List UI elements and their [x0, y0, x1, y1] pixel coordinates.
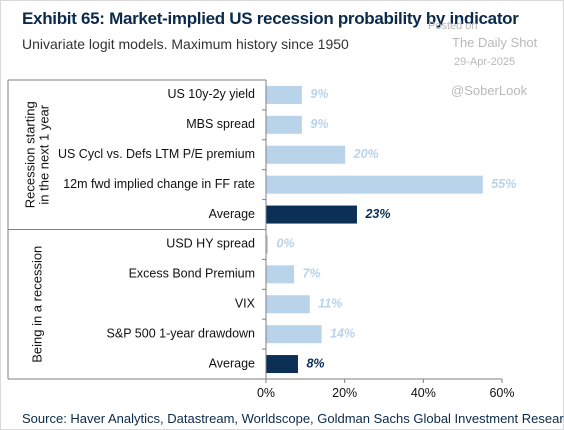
- average-bar: [266, 355, 298, 374]
- watermark-posted-on: Posted on: [428, 20, 478, 32]
- value-label: 14%: [330, 326, 355, 340]
- watermark-publisher: The Daily Shot: [452, 35, 538, 50]
- value-label: 7%: [303, 267, 321, 281]
- category-label: VIX: [235, 297, 256, 311]
- category-label: Average: [209, 356, 255, 370]
- bar: [266, 325, 322, 344]
- bar: [266, 295, 310, 314]
- value-tick-label: 20%: [332, 386, 357, 400]
- value-label: 9%: [310, 117, 328, 131]
- bar: [266, 235, 268, 254]
- value-tick-label: 60%: [489, 386, 514, 400]
- category-label: US Cycl vs. Defs LTM P/E premium: [58, 147, 255, 161]
- category-label: US 10y-2y yield: [167, 87, 255, 101]
- watermark-handle: @SoberLook: [451, 83, 528, 98]
- group-label: Being in a recession: [29, 246, 44, 363]
- bar: [266, 175, 483, 194]
- bar: [266, 85, 302, 104]
- category-label: USD HY spread: [166, 237, 255, 251]
- chart-title: Exhibit 65: Market-implied US recession …: [22, 9, 519, 28]
- value-label: 20%: [353, 147, 379, 161]
- value-label: 8%: [306, 356, 324, 370]
- value-label: 55%: [491, 177, 516, 191]
- bar: [266, 265, 295, 284]
- group-label: Recession starting: [22, 101, 37, 208]
- bar: [266, 145, 346, 164]
- watermark-date: 29-Apr-2025: [454, 56, 516, 68]
- chart-subtitle: Univariate logit models. Maximum history…: [22, 36, 349, 52]
- value-label: 9%: [310, 87, 328, 101]
- category-label: MBS spread: [186, 117, 255, 131]
- value-label: 0%: [277, 237, 295, 251]
- value-tick-label: 40%: [411, 386, 436, 400]
- average-bar: [266, 205, 357, 224]
- category-label: Excess Bond Premium: [129, 267, 255, 281]
- category-label: Average: [209, 207, 255, 221]
- value-label: 11%: [318, 297, 342, 311]
- value-label: 23%: [364, 207, 390, 221]
- category-label: 12m fwd implied change in FF rate: [63, 177, 255, 191]
- category-label: S&P 500 1-year drawdown: [107, 326, 256, 340]
- value-tick-label: 0%: [257, 386, 275, 400]
- group-label: in the next 1 year: [36, 104, 51, 204]
- bar: [266, 115, 302, 134]
- chart-source: Source: Haver Analytics, Datastream, Wor…: [22, 411, 564, 426]
